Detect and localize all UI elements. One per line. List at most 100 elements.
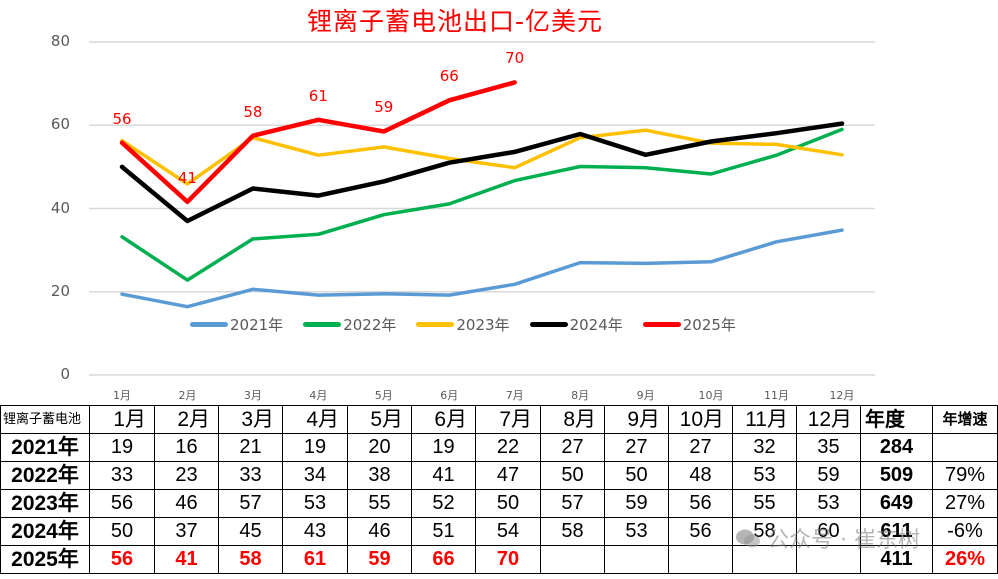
table-cell (732, 545, 797, 574)
table-cell: 53 (732, 461, 797, 490)
chart-title: 锂离子蓄电池出口-亿美元 (306, 7, 604, 36)
table-cell: 60 (796, 517, 861, 546)
table-cell: 33 (89, 461, 155, 490)
legend-swatch (416, 322, 455, 327)
table-cell: 22 (475, 433, 541, 462)
table-cell: 32 (732, 433, 797, 462)
row-year-label: 2023年 (0, 489, 90, 518)
legend-item: 2025年 (642, 314, 736, 335)
table-cell: 23 (154, 461, 219, 490)
legend-swatch (190, 322, 228, 327)
table-header-row: 锂离子蓄电池 1月 2月 3月 4月 5月 6月 7月 8月 9月 10月 11月 12月 年度 年增速 (0, 405, 998, 434)
legend-label: 2021年 (230, 316, 284, 334)
column-header: 年度 (860, 405, 933, 434)
table-cell: 16 (154, 433, 219, 462)
table-cell: 53 (282, 489, 348, 518)
column-header: 9月 (604, 405, 669, 434)
series-line-2024 (119, 121, 845, 224)
table-cell: 20 (347, 433, 412, 462)
table-cell: 66 (411, 545, 476, 574)
table-cell (668, 545, 733, 574)
table-row: 2021年 19 16 21 19 20 19 22 27 27 27 32 35 284 (0, 433, 998, 462)
legend-label: 2025年 (682, 316, 736, 334)
table-cell: 56 (89, 489, 155, 518)
table-cell: 53 (796, 489, 861, 518)
table-cell: 41 (154, 545, 219, 574)
growth-rate-cell: -6% (932, 517, 998, 546)
table-cell: 27 (668, 433, 733, 462)
table-cell: 19 (89, 433, 155, 462)
column-header: 11月 (732, 405, 797, 434)
table-cell: 59 (604, 489, 669, 518)
data-table: 锂离子蓄电池 1月 2月 3月 4月 5月 6月 7月 8月 9月 10月 11月 12月 年度 年增速 20… (0, 405, 998, 574)
column-header: 8月 (540, 405, 605, 434)
table-cell: 57 (218, 489, 283, 518)
x-tick-label: 12月 (829, 389, 855, 402)
table-cell: 54 (475, 517, 541, 546)
table-cell: 46 (154, 489, 219, 518)
table-cell: 43 (282, 517, 348, 546)
row-year-label: 2021年 (0, 433, 90, 462)
table-cell: 59 (796, 461, 861, 490)
growth-rate-cell: 79% (932, 461, 998, 490)
table-cell: 55 (732, 489, 797, 518)
data-label: 70 (505, 49, 525, 68)
data-label: 58 (243, 102, 263, 121)
column-header: 2月 (154, 405, 219, 434)
x-tick-label: 1月 (113, 389, 131, 402)
table-corner-label: 锂离子蓄电池 (0, 405, 90, 434)
series-line-2025 (119, 80, 517, 205)
column-header: 12月 (796, 405, 861, 434)
table-cell: 48 (668, 461, 733, 490)
table-cell: 41 (411, 461, 476, 490)
table-cell: 70 (475, 545, 541, 574)
legend-label: 2022年 (343, 316, 397, 334)
table-row: 2025年 56 41 58 61 59 66 70 411 26% (0, 545, 998, 574)
table-cell: 21 (218, 433, 283, 462)
table-cell: 56 (668, 489, 733, 518)
data-label: 61 (308, 86, 328, 105)
legend-label: 2024年 (569, 316, 623, 334)
table-cell: 50 (89, 517, 155, 546)
x-tick-label: 5月 (374, 389, 393, 402)
row-year-label: 2024年 (0, 517, 90, 546)
table-cell: 34 (282, 461, 348, 490)
x-tick-label: 11月 (764, 389, 789, 402)
x-tick-label: 2月 (178, 389, 197, 402)
y-tick-label: 20 (50, 281, 70, 300)
y-tick-label: 80 (50, 32, 70, 50)
table-cell: 50 (475, 489, 541, 518)
y-tick-label: 40 (50, 198, 70, 217)
table-cell: 56 (89, 545, 155, 574)
table-cell (796, 545, 861, 574)
legend-item: 2023年 (416, 314, 510, 335)
column-header: 7月 (475, 405, 541, 434)
table-row: 2023年 56 46 57 53 55 52 50 57 59 56 55 53 649 27% (0, 489, 998, 518)
table-cell: 33 (218, 461, 283, 490)
data-label: 41 (177, 168, 197, 187)
table-cell: 45 (218, 517, 283, 546)
x-tick-label: 7月 (505, 389, 524, 402)
table-cell: 38 (347, 461, 412, 490)
table-cell: 46 (347, 517, 412, 546)
table-cell: 61 (282, 545, 348, 574)
table-cell: 19 (411, 433, 476, 462)
table-cell: 47 (475, 461, 541, 490)
growth-rate-cell: 26% (932, 545, 998, 574)
data-label: 66 (439, 67, 459, 86)
annual-total-cell: 509 (860, 461, 933, 490)
data-label: 56 (112, 109, 132, 128)
table-cell: 55 (347, 489, 412, 518)
annual-total-cell: 649 (860, 489, 933, 518)
row-year-label: 2025年 (0, 545, 90, 574)
legend-swatch (529, 322, 568, 327)
series-line-2021 (120, 228, 844, 309)
table-cell: 58 (540, 517, 605, 546)
growth-rate-cell: 27% (932, 489, 998, 518)
table-cell: 57 (540, 489, 605, 518)
table-cell: 53 (604, 517, 669, 546)
y-tick-label: 60 (50, 115, 70, 134)
column-header: 1月 (89, 405, 155, 434)
table-cell: 58 (218, 545, 283, 574)
table-cell: 59 (347, 545, 412, 574)
